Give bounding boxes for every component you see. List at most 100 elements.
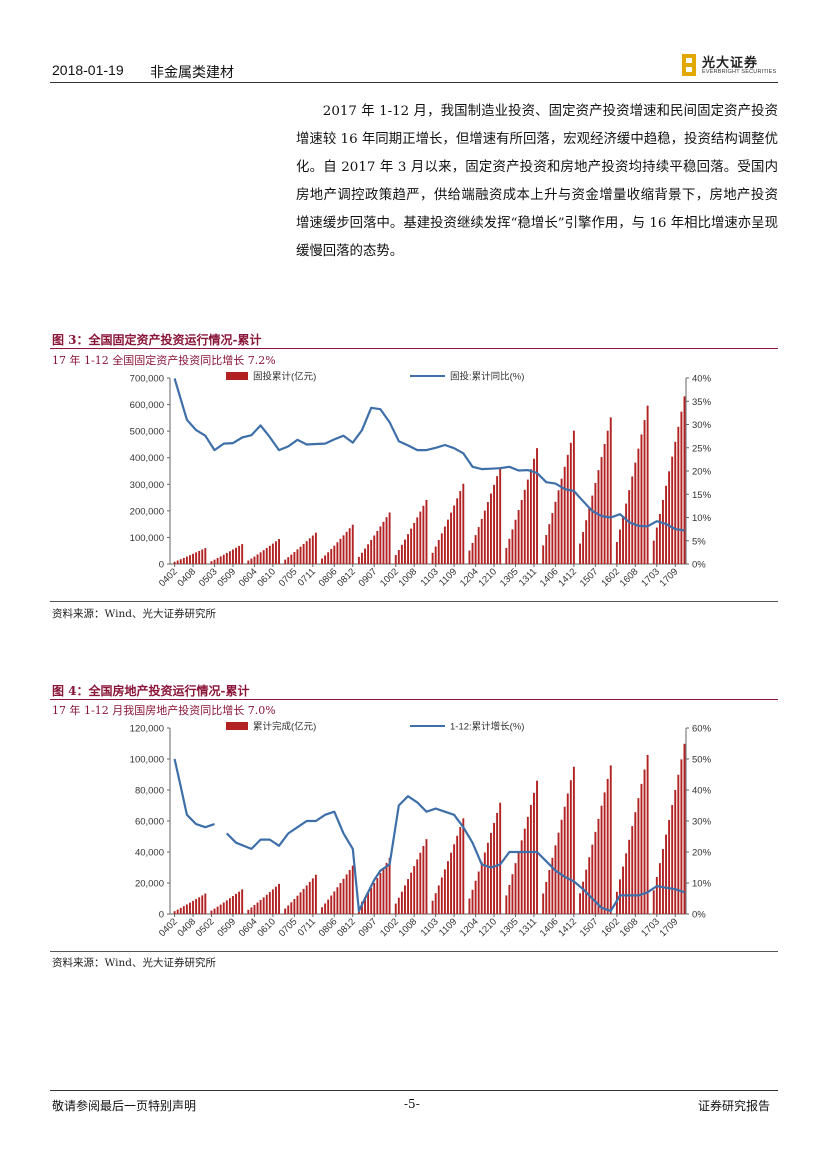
fig4-bar [533,792,535,914]
fig3-left-tick-label: 500,000 [130,427,164,438]
figure3-subtitle: 17 年 1-12 全国固定资产投资同比增长 7.2% [52,354,276,367]
header-divider [50,82,778,83]
fig4-x-tick-label: 1608 [618,916,641,939]
fig3-bar [674,441,677,564]
fig3-bar [305,541,308,564]
fig4-bar [179,907,182,914]
fig3-bar [505,547,508,564]
fig3-bar [330,548,333,564]
fig3-bar [336,542,339,564]
footer-divider [50,1090,778,1091]
fig4-bar [308,881,311,914]
fig4-x-tick-label: 0705 [277,916,300,939]
fig3-growth-line [173,378,685,532]
fig4-bar [437,885,440,914]
fig4-bar [459,827,462,914]
fig4-bar [597,818,600,914]
fig4-bar [339,883,342,914]
fig3-legend-bar-label: 固投累计(亿元) [253,371,316,383]
fig4-right-tick-label: 20% [692,848,712,859]
fig4-bar [453,844,456,914]
figure3-source: 资料来源：Wind、光大证券研究所 [52,608,216,620]
fig3-right-tick-label: 10% [692,513,712,524]
fig3-right-tick-label: 30% [692,420,712,431]
fig4-bar [606,778,609,914]
fig4-bar [450,852,452,914]
figure4-title-rule [50,699,778,700]
fig4-left-tick-label: 20,000 [135,879,164,890]
fig3-bar [311,535,314,564]
fig4-bar [579,893,581,914]
fig4-bar [674,789,677,914]
figure4-source: 资料来源：Wind、光大证券研究所 [52,957,216,969]
fig3-x-tick-label: 1103 [419,566,441,588]
fig4-bar [514,863,517,914]
fig4-bar [413,866,416,914]
fig4-bar [182,906,185,914]
fig4-bar [296,895,299,914]
fig4-bar [505,895,508,914]
fig4-bar [210,910,213,914]
fig4-bar [563,806,566,914]
fig3-x-tick-label: 1507 [578,566,601,589]
fig4-bar [615,891,618,914]
fig4-bar [235,893,237,914]
fig3-bar [456,498,459,564]
fig4-bar [572,766,575,914]
fig4-bar [259,899,262,914]
fig4-bar [652,890,655,914]
fig4-bar [548,870,551,914]
fig4-bar [400,891,403,914]
fig3-bar [422,505,425,564]
fig4-bar [198,897,201,914]
fig3-bar [453,505,456,564]
fig3-bar [185,556,188,564]
fig4-bar [379,873,382,914]
fig4-bar [609,765,612,914]
fig4-bar [542,893,545,914]
fig3-bar [370,539,373,564]
fig4-bar [404,885,406,914]
fig3-bar [668,471,671,564]
fig3-bar [321,558,323,564]
fig3-bar [490,493,492,564]
logo-name-cn: 光大证券 [702,56,759,71]
fig3-x-tick-label: 1311 [517,566,539,588]
fig4-left-tick-label: 0 [159,910,164,921]
fig4-bar [434,893,437,914]
fig4-bar [345,874,348,914]
fig3-bar [308,538,311,564]
fig3-bar [569,442,572,564]
fig3-bar [195,552,198,564]
fig4-bar [250,907,253,914]
fig3-bar [508,538,511,564]
fig4-bar [523,828,526,914]
fig3-bar [404,539,406,564]
fig3-bar [625,503,628,564]
fig3-bar [474,535,477,564]
fig4-bar [566,793,569,914]
fig3-bar [588,508,591,564]
fig4-bar [425,839,428,914]
fig3-left-tick-label: 100,000 [130,533,164,544]
fig3-x-tick-label: 1608 [618,566,641,589]
fig4-bar [305,885,308,914]
fig4-bar [385,863,388,914]
fig3-right-tick-label: 35% [692,397,712,408]
fig4-bar [407,879,409,914]
fig4-bar [594,831,597,914]
fig3-bar [293,552,296,564]
fig4-bar [216,906,219,914]
header-sector: 非金属类建材 [150,65,234,81]
fig3-bar [241,544,244,564]
fig4-bar [213,908,216,914]
fig4-bar [361,901,363,914]
fig3-bar [296,549,299,564]
fig4-bar [228,898,231,914]
fig4-bar [551,857,554,914]
fig4-bar [388,857,391,914]
fig4-bar [637,798,640,914]
fig4-bar [176,909,179,914]
fig3-right-tick-label: 5% [692,536,706,547]
fig4-x-tick-label: 0806 [317,916,340,939]
